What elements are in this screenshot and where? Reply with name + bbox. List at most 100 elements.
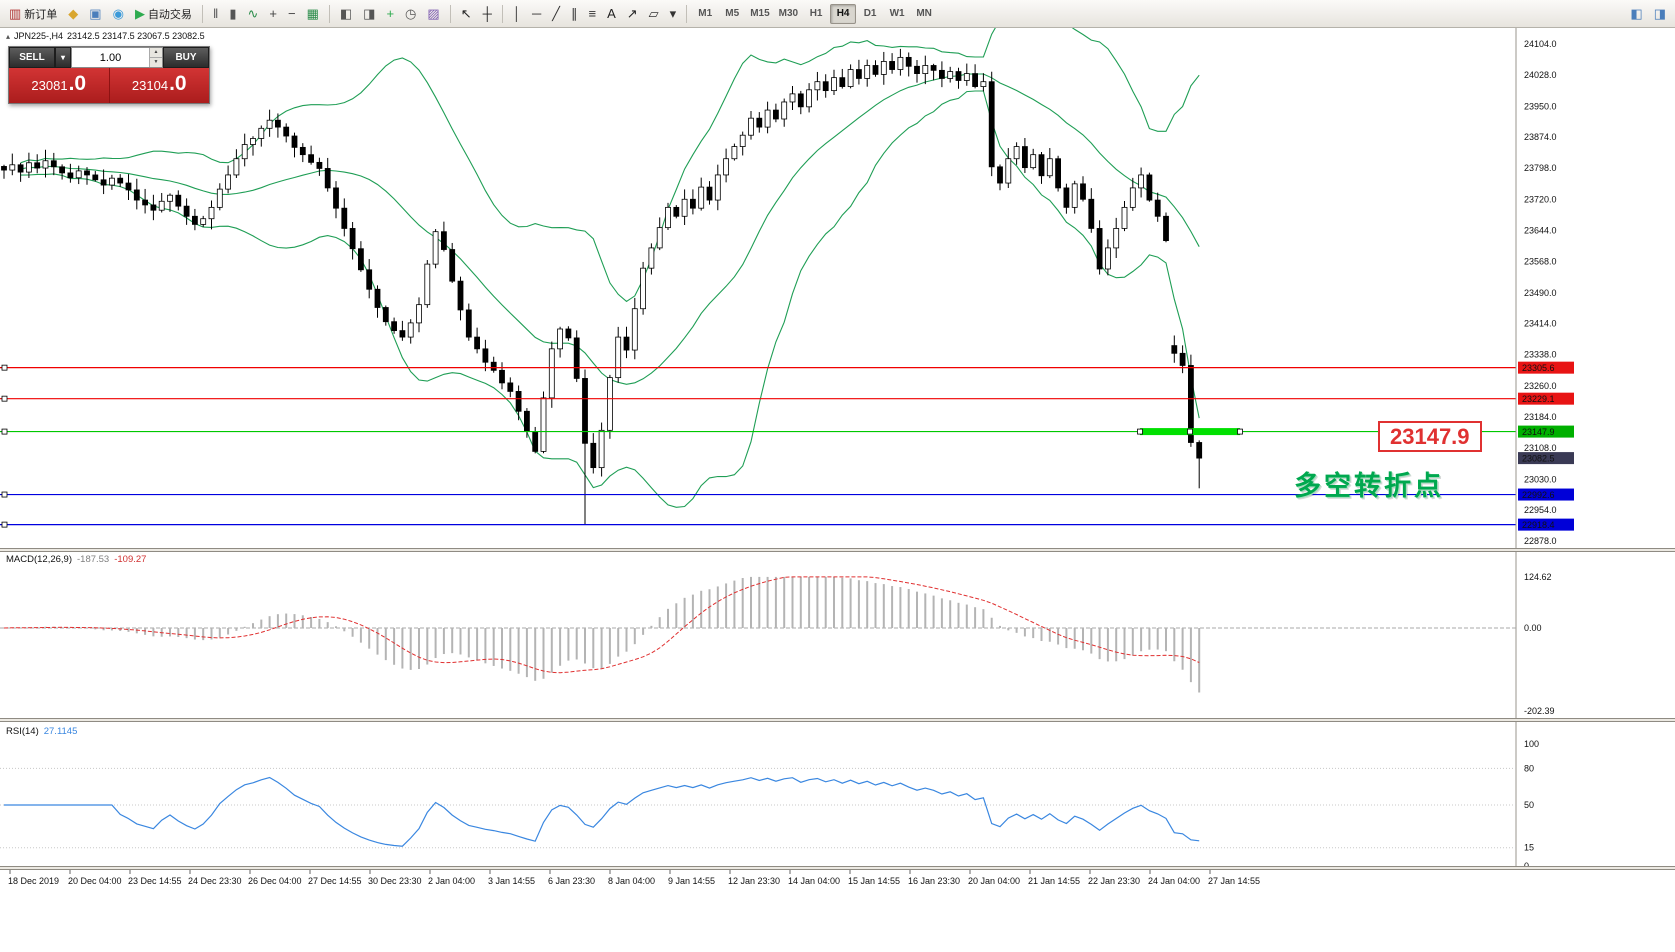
svg-text:23147.9: 23147.9 [1522,427,1555,437]
volume-down-button[interactable]: ▼ [150,57,162,67]
timeframe-d1[interactable]: D1 [857,4,883,24]
timeframe-m5[interactable]: M5 [719,4,745,24]
periods-icon[interactable]: ◷ [400,3,421,25]
price-badge: 23305.6 [1518,361,1574,374]
trendline-icon[interactable]: ╱ [547,3,565,25]
timeframe-m30[interactable]: M30 [775,4,802,24]
support-line-2-handle[interactable] [1,521,8,528]
macd-histogram [0,576,1516,693]
zoom-in-icon[interactable]: + [264,3,282,25]
support-line-2[interactable] [0,521,1516,528]
svg-text:8 Jan 04:00: 8 Jan 04:00 [608,876,655,886]
resistance-line-2[interactable] [0,395,1516,402]
pivot-line-handle[interactable] [1,428,8,435]
resistance-line-1-handle[interactable] [1,364,8,371]
timeframe-m15[interactable]: M15 [746,4,773,24]
annotation-text[interactable]: 多空转折点 [1294,471,1444,501]
buy-button[interactable]: BUY [163,47,209,68]
toolbar: ▥ 新订单 ◆ ▣ ◉ ▶ 自动交易 ‖ ▮ ∿ + − ▦ ◧ ◨ + ◷ ▨ ↖ ┼ │ ─ ╱ ∥ ≡ A ↗ ▱ ▾ M1 M5 M1… [0,0,1675,28]
metaeditor-icon: ◆ [68,6,79,21]
svg-text:12 Jan 23:30: 12 Jan 23:30 [728,876,780,886]
svg-text:23414.0: 23414.0 [1524,319,1557,329]
rsi-label: RSI(14) 27.1145 [6,726,77,737]
svg-text:124.62: 124.62 [1524,572,1552,582]
panel-separator[interactable] [0,866,1675,870]
community-icon[interactable]: ◉ [108,3,129,25]
support-line-1[interactable] [0,491,1516,498]
shapes-icon[interactable]: ▱ [644,3,664,25]
line-chart-icon[interactable]: ∿ [242,3,263,25]
time-axis[interactable]: 18 Dec 2019 20 Dec 04:00 23 Dec 14:55 24 De… [8,870,1260,886]
autotrading-button[interactable]: ▶ 自动交易 [130,3,197,25]
horizontal-line-icon[interactable]: ─ [527,3,546,25]
highlight-segment[interactable] [1137,428,1243,436]
text-tool-icon: A [607,6,616,21]
svg-text:20 Jan 04:00: 20 Jan 04:00 [968,876,1020,886]
svg-text:22918.4: 22918.4 [1522,520,1555,530]
cursor-icon[interactable]: ↖ [456,3,477,25]
svg-text:80: 80 [1524,763,1534,773]
chart-canvas[interactable]: 24104.0 24028.0 23950.0 23874.0 23798.0 23720… [0,28,1675,952]
svg-text:23184.0: 23184.0 [1524,412,1557,422]
volume-box: ▲ ▼ [71,47,163,68]
price-badge: 23082.5 [1518,452,1574,465]
timeframe-mn[interactable]: MN [911,4,937,24]
svg-text:23644.0: 23644.0 [1524,225,1557,235]
auto-scroll-icon[interactable]: ◨ [1649,3,1671,25]
tile-windows-icon: ▦ [306,6,319,21]
metaeditor-icon[interactable]: ◆ [63,3,83,25]
text-tool-icon[interactable]: A [602,3,621,25]
vertical-line-icon[interactable]: │ [508,3,526,25]
arrow-tool-icon[interactable]: ↗ [622,3,643,25]
volume-input[interactable] [72,48,149,67]
zoom-out-icon[interactable]: − [283,3,301,25]
rsi-value: 27.1145 [43,726,78,737]
profiles-icon[interactable]: ◨ [358,3,380,25]
price-axis: 24104.0 24028.0 23950.0 23874.0 23798.0 23720… [1515,28,1574,871]
indicators-icon[interactable]: + [381,3,399,25]
new-order-button[interactable]: ▥ 新订单 [4,3,62,25]
support-line-1-handle[interactable] [1,491,8,498]
panel-separator[interactable] [0,718,1675,722]
order-type-dropdown[interactable]: ▾ [55,47,71,68]
price-callout[interactable]: 23147.9 [1378,421,1482,453]
macd-name: MACD(12,26,9) [6,554,72,565]
buy-price: 23104 [131,78,169,93]
templates-icon[interactable]: ▨ [422,3,444,25]
price-badge: 22992.6 [1518,488,1574,501]
svg-text:22992.6: 22992.6 [1522,490,1555,500]
sell-price-panel[interactable]: 23081.0 [9,68,109,103]
toolbar-separator [686,4,688,23]
panel-separator[interactable] [0,548,1675,552]
line-chart-icon: ∿ [247,6,259,21]
resistance-line-1[interactable] [0,364,1516,371]
timeframe-w1[interactable]: W1 [884,4,910,24]
crosshair-icon[interactable]: ┼ [478,3,497,25]
strategy-tester-icon[interactable]: ▣ [84,3,106,25]
resistance-line-2-handle[interactable] [1,395,8,402]
channel-icon[interactable]: ∥ [566,3,583,25]
chart-shift-icon[interactable]: ◧ [1625,3,1647,25]
timeframe-m1[interactable]: M1 [692,4,718,24]
svg-text:9 Jan 14:55: 9 Jan 14:55 [668,876,715,886]
pivot-line[interactable] [0,428,1516,435]
new-chart-icon[interactable]: ◧ [335,3,357,25]
one-click-toggle[interactable]: ▴ [6,31,11,41]
timeframe-h1[interactable]: H1 [803,4,829,24]
svg-text:23950.0: 23950.0 [1524,101,1557,111]
zoom-out-icon: − [287,6,296,21]
volume-up-button[interactable]: ▲ [150,48,162,57]
fibonacci-icon[interactable]: ≡ [583,3,601,25]
candlestick-icon[interactable]: ▮ [224,3,241,25]
fibonacci-icon: ≡ [588,6,597,21]
buy-price-panel[interactable]: 23104.0 [109,68,209,103]
tile-windows-icon[interactable]: ▦ [302,3,324,25]
rsi-name: RSI(14) [6,726,39,737]
price-badge: 23147.9 [1518,425,1574,438]
shapes-dropdown-icon[interactable]: ▾ [665,3,682,25]
community-icon: ◉ [112,6,124,21]
bar-chart-icon[interactable]: ‖ [208,3,223,25]
timeframe-h4[interactable]: H4 [830,3,857,24]
sell-button[interactable]: SELL [9,47,55,68]
new-order-button-label: 新订单 [24,8,58,21]
